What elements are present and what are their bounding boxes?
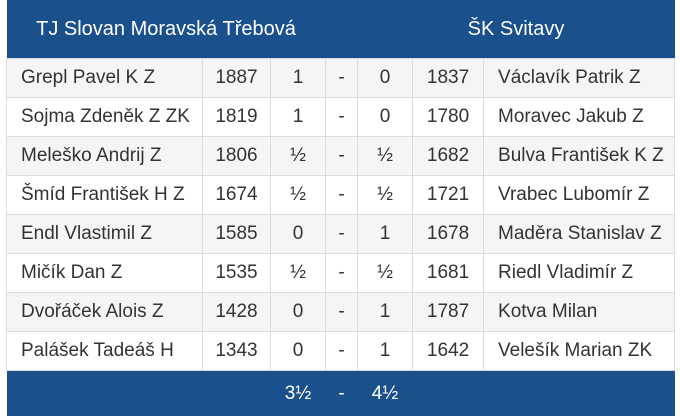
away-score: 1 (357, 292, 414, 332)
header-gap (325, 0, 358, 59)
home-score: 1 (269, 97, 327, 137)
home-player: Dvořáček Alois Z (6, 292, 203, 332)
footer-gap (6, 370, 271, 416)
away-rating: 1682 (412, 136, 485, 176)
away-score: 1 (357, 331, 414, 371)
home-rating: 1428 (202, 292, 271, 332)
home-player: Mičík Dan Z (6, 253, 203, 293)
away-score: ½ (357, 253, 414, 293)
home-player: Endl Vlastimil Z (6, 214, 203, 254)
away-score: 0 (357, 97, 414, 137)
home-score: ½ (269, 175, 327, 215)
board-row: Grepl Pavel K Z 1887 1-0 1837 Václavík Patri… (6, 58, 676, 98)
board-row: Dvořáček Alois Z 1428 0-1 1787 Kotva Milan (6, 292, 676, 332)
away-team: ŠK Svitavy (357, 0, 675, 59)
home-player: Meleško Andrij Z (6, 136, 203, 176)
home-score: 0 (269, 214, 327, 254)
home-rating: 1674 (202, 175, 271, 215)
home-rating: 1887 (202, 58, 271, 98)
away-player: Riedl Vladimír Z (483, 253, 676, 293)
away-score: ½ (357, 175, 414, 215)
away-player: Kotva Milan (483, 292, 676, 332)
away-rating: 1837 (412, 58, 485, 98)
home-score: 0 (269, 292, 327, 332)
away-player: Václavík Patrik Z (483, 58, 676, 98)
away-rating: 1678 (412, 214, 485, 254)
table-body: TJ Slovan Moravská Třebová ŠK Svitavy Gr… (6, 0, 676, 416)
separator: - (325, 214, 359, 254)
home-score: ½ (269, 136, 327, 176)
home-player: Palášek Tadeáš H (6, 331, 203, 371)
separator: - (325, 331, 359, 371)
away-total: 4½ (357, 370, 413, 416)
away-rating: 1681 (412, 253, 485, 293)
away-player: Moravec Jakub Z (483, 97, 676, 137)
away-player: Bulva František K Z (483, 136, 676, 176)
board-row: Meleško Andrij Z 1806 ½ - ½ 1682 Bulva Františ… (6, 136, 676, 176)
home-team: TJ Slovan Moravská Třebová (6, 0, 326, 59)
home-rating: 1819 (202, 97, 271, 137)
away-player: Vrabec Lubomír Z (483, 175, 676, 215)
header-row: TJ Slovan Moravská Třebová ŠK Svitavy (6, 0, 675, 59)
board-row: Palášek Tadeáš H 1343 0-1 1642 Velešík Maria… (6, 331, 676, 371)
home-score: ½ (269, 253, 327, 293)
separator: - (325, 136, 359, 176)
away-rating: 1780 (412, 97, 485, 137)
board-row: Endl Vlastimil Z 1585 0-1 1678 Maděra Stanis… (6, 214, 676, 254)
away-score: 1 (357, 214, 414, 254)
total-row: 3½ -4½ (6, 370, 675, 416)
away-player: Velešík Marian ZK (483, 331, 676, 371)
home-rating: 1343 (202, 331, 271, 371)
separator: - (325, 253, 359, 293)
home-total: 3½ (270, 370, 326, 416)
board-row: Šmíd František H Z 1674 ½ - ½ 1721 Vrabec Lubo… (6, 175, 676, 215)
away-score: 0 (357, 58, 414, 98)
separator: - (325, 175, 359, 215)
separator: - (325, 97, 359, 137)
away-player: Maděra Stanislav Z (483, 214, 676, 254)
separator: - (325, 292, 359, 332)
board-row: Sojma Zdeněk Z ZK 1819 1-0 1780 Moravec Jaku… (6, 97, 676, 137)
away-score: ½ (357, 136, 414, 176)
home-player: Šmíd František H Z (6, 175, 203, 215)
separator: - (325, 370, 358, 416)
away-rating: 1642 (412, 331, 485, 371)
home-rating: 1535 (202, 253, 271, 293)
home-rating: 1806 (202, 136, 271, 176)
home-player: Sojma Zdeněk Z ZK (6, 97, 203, 137)
footer-gap (412, 370, 675, 416)
home-rating: 1585 (202, 214, 271, 254)
away-rating: 1787 (412, 292, 485, 332)
away-rating: 1721 (412, 175, 485, 215)
home-player: Grepl Pavel K Z (6, 58, 203, 98)
match-table: TJ Slovan Moravská Třebová ŠK Svitavy Gr… (6, 0, 676, 416)
separator: - (325, 58, 359, 98)
home-score: 0 (269, 331, 327, 371)
board-row: Mičík Dan Z 1535 ½ - ½ 1681 Riedl Vladimír Z (6, 253, 676, 293)
home-score: 1 (269, 58, 327, 98)
